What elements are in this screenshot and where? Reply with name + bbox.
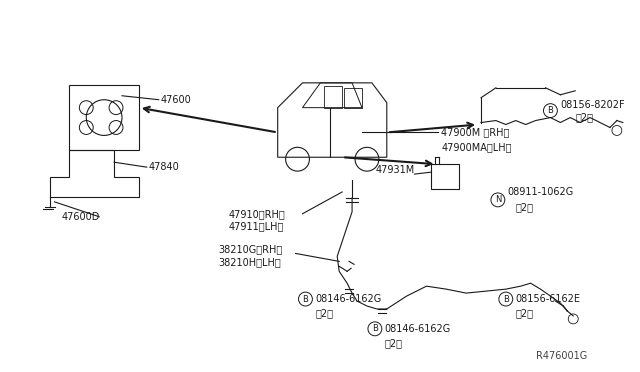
Text: 47600: 47600 (161, 95, 191, 105)
Text: 47931M: 47931M (375, 165, 415, 175)
Text: （2）: （2） (385, 338, 403, 348)
Text: B: B (372, 324, 378, 333)
Text: 08156-8202F: 08156-8202F (561, 100, 625, 110)
Bar (344, 88, 362, 108)
Text: 47900M 〈RH〉: 47900M 〈RH〉 (442, 128, 509, 137)
Text: B: B (303, 295, 308, 304)
Text: 08911-1062G: 08911-1062G (508, 187, 574, 197)
Text: 47600D: 47600D (61, 212, 100, 222)
Text: 38210H〈LH〉: 38210H〈LH〉 (218, 257, 281, 267)
Text: 08156-6162E: 08156-6162E (516, 294, 580, 304)
Text: R476001G: R476001G (536, 350, 587, 360)
Text: N: N (495, 195, 501, 204)
Text: 47900MA〈LH〉: 47900MA〈LH〉 (442, 142, 512, 152)
Text: （2）: （2） (516, 308, 534, 318)
Text: 08146-6162G: 08146-6162G (385, 324, 451, 334)
Text: （2）: （2） (575, 113, 593, 122)
Text: 47911〈LH〉: 47911〈LH〉 (228, 222, 284, 232)
Bar (431, 164, 459, 189)
Text: （2）: （2） (316, 308, 333, 318)
Text: B: B (503, 295, 509, 304)
Text: 38210G〈RH〉: 38210G〈RH〉 (218, 244, 282, 254)
Text: （2）: （2） (516, 202, 534, 212)
Text: 08146-6162G: 08146-6162G (316, 294, 381, 304)
Text: 47840: 47840 (148, 162, 179, 172)
Text: 47910〈RH〉: 47910〈RH〉 (228, 209, 285, 219)
Text: B: B (547, 106, 554, 115)
Bar (324, 86, 342, 108)
